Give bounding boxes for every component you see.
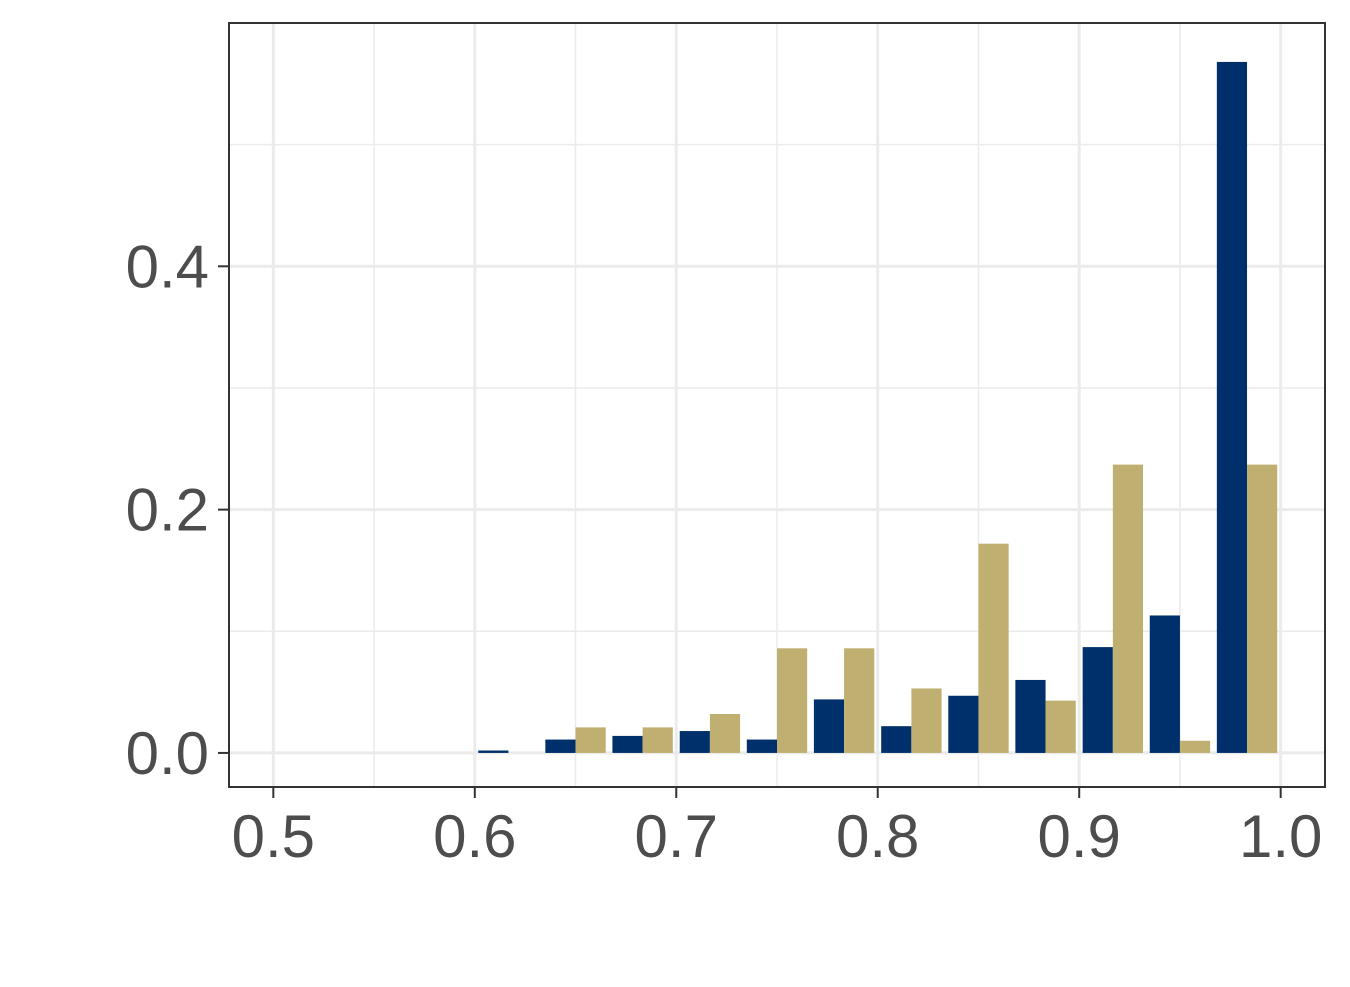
x-tick-label: 0.7 [635,803,718,870]
histogram-bar [1247,464,1278,753]
histogram-bar [978,543,1009,753]
histogram-bar [948,695,979,753]
x-tick-label: 0.6 [433,803,516,870]
bars [478,61,1278,753]
x-tick-label: 0.5 [232,803,315,870]
x-tick-label: 1.0 [1239,803,1322,870]
y-tick-label: 0.2 [126,477,209,544]
y-axis: 0.0 0.2 0.4 [126,233,229,787]
histogram-bar [575,727,606,753]
histogram-bar [1112,464,1144,753]
histogram-bar [709,714,741,753]
histogram-bar [1082,647,1113,753]
x-tick-label: 0.8 [836,803,919,870]
histogram-bar [844,648,875,753]
histogram-bar [1149,615,1180,753]
histogram-bar [746,739,777,753]
x-tick-label: 0.9 [1037,803,1120,870]
histogram-bar [612,735,643,753]
histogram-bar [777,648,808,753]
histogram-bar [1179,740,1211,753]
histogram-bar [911,688,942,753]
histogram-bar [642,727,673,753]
histogram-bar [1216,61,1248,753]
histogram-bar [881,726,912,753]
histogram-bar [813,699,845,753]
histogram-bar [1015,679,1046,753]
histogram-bar [679,731,710,753]
x-axis: 0.5 0.6 0.7 0.8 0.9 1.0 [232,787,1322,870]
histogram-bar [545,739,576,753]
histogram-bar [478,750,509,753]
y-tick-label: 0.4 [126,233,209,300]
panel-border [228,22,1326,788]
histogram-bar [1045,700,1076,753]
y-tick-label: 0.0 [126,720,209,787]
